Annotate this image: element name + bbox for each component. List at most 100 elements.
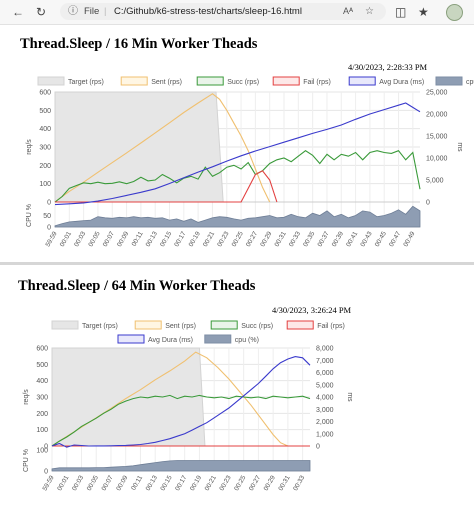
legend-item: Sent (rps) — [120, 76, 182, 86]
chart-2: Target (rps) Sent (rps) Succ (rps) Fail (rp… — [23, 320, 353, 492]
y-tick-label: 400 — [39, 126, 51, 133]
y-tick-label: 100 — [36, 427, 48, 434]
x-tick-label: 00:15 — [159, 230, 173, 248]
x-tick-label: 00:19 — [189, 474, 203, 492]
series-sent-line — [54, 93, 271, 203]
legend-item: Succ (rps) — [210, 320, 273, 330]
y-tick-label: 0 — [44, 444, 48, 451]
legend-label: Fail (rps) — [317, 323, 345, 330]
page-divider — [0, 262, 474, 265]
star-icon[interactable]: ☆ — [365, 6, 374, 17]
cpu-axis-label: CPU % — [26, 204, 33, 227]
legend-swatch — [134, 320, 162, 330]
legend-item: cpu (%) — [204, 334, 259, 344]
x-tick-label: 00:19 — [188, 230, 202, 248]
y2-tick-label: 1,000 — [316, 431, 334, 438]
x-tick-label: 00:09 — [116, 230, 130, 248]
y2-tick-label: 4,000 — [316, 395, 334, 402]
x-tick-label: 00:45 — [374, 230, 388, 248]
series-cpu-area — [51, 460, 311, 472]
series-avg-dura-line — [54, 102, 421, 206]
y2-tick-label: 0 — [426, 200, 430, 207]
x-tick-label: 00:09 — [115, 474, 129, 492]
legend-swatch — [286, 320, 314, 330]
x-tick-label: 00:07 — [102, 230, 116, 248]
series-cpu-area — [54, 205, 421, 228]
series-succ-line — [54, 150, 421, 203]
split-screen-icon[interactable]: ◫ — [395, 5, 407, 19]
y-tick-label: 500 — [36, 362, 48, 369]
x-tick-label: 00:29 — [263, 474, 277, 492]
x-tick-label: 00:05 — [87, 230, 101, 248]
y-axis-label: req/s — [23, 389, 30, 405]
favorites-icon[interactable]: ★ — [418, 5, 429, 19]
legend-label: Succ (rps) — [227, 79, 259, 86]
x-tick-label: 00:47 — [388, 230, 402, 248]
x-tick-label: 00:33 — [288, 230, 302, 248]
legend-label: Succ (rps) — [241, 323, 273, 330]
x-tick-label: 59:59 — [42, 474, 56, 492]
x-tick-label: 00:03 — [71, 474, 85, 492]
x-tick-label: 00:21 — [204, 474, 218, 492]
address-separator: | — [104, 6, 107, 17]
legend-item: cpu (%) — [435, 76, 474, 86]
url-text[interactable]: C:/Github/k6-stress-test/charts/sleep-16… — [114, 6, 302, 17]
file-label: File — [84, 6, 100, 17]
y2-tick-label: 15,000 — [426, 134, 448, 141]
legend-item: Avg Dura (ms) — [348, 76, 424, 86]
x-tick-label: 00:05 — [86, 474, 100, 492]
browser-toolbar: ← ↻ ⓘ File | C:/Github/k6-stress-test/ch… — [0, 0, 474, 25]
legend-item: Target (rps) — [51, 320, 118, 330]
y2-tick-label: 5,000 — [316, 382, 334, 389]
x-tick-label: 00:33 — [292, 474, 306, 492]
y2-tick-label: 0 — [316, 444, 320, 451]
legend-swatch — [51, 320, 79, 330]
legend-label: Fail (rps) — [303, 79, 331, 86]
x-tick-label: 00:11 — [131, 230, 145, 248]
y2-axis-label: ms — [456, 142, 463, 152]
chart-1-title: Thread.Sleep / 16 Min Worker Theads — [20, 36, 258, 52]
series-avg-dura-line — [51, 356, 311, 448]
legend-label: Sent (rps) — [165, 323, 196, 330]
legend-label: cpu (%) — [466, 79, 474, 86]
legend-item: Avg Dura (ms) — [117, 334, 193, 344]
address-bar[interactable]: ⓘ File | C:/Github/k6-stress-test/charts… — [60, 3, 386, 20]
y-tick-label: 200 — [36, 411, 48, 418]
chart-2-timestamp: 4/30/2023, 3:26:24 PM — [272, 305, 352, 315]
y2-tick-label: 7,000 — [316, 358, 334, 365]
info-icon[interactable]: ⓘ — [68, 6, 78, 17]
series-succ-line — [51, 394, 311, 447]
back-arrow-icon[interactable]: ← — [12, 5, 24, 19]
x-tick-label: 00:11 — [130, 474, 144, 492]
legend-swatch — [210, 320, 238, 330]
y-tick-label: 300 — [39, 145, 51, 152]
x-tick-label: 00:35 — [302, 230, 316, 248]
legend-item: Sent (rps) — [134, 320, 196, 330]
x-tick-label: 00:17 — [174, 474, 188, 492]
x-tick-label: 00:07 — [101, 474, 115, 492]
x-tick-label: 00:25 — [233, 474, 247, 492]
y2-tick-label: 3,000 — [316, 407, 334, 414]
y-tick-label: 200 — [39, 163, 51, 170]
chart-2-title: Thread.Sleep / 64 Min Worker Theads — [18, 278, 256, 294]
x-tick-label: 00:25 — [231, 230, 245, 248]
legend-label: Target (rps) — [82, 323, 118, 330]
x-tick-label: 00:01 — [56, 474, 70, 492]
y2-tick-label: 2,000 — [316, 419, 334, 426]
chart-1: Target (rps) Sent (rps) Succ (rps) Fail (rp… — [26, 76, 474, 248]
legend-swatch — [196, 76, 224, 86]
read-aloud-button[interactable]: Aᴬ — [343, 6, 354, 16]
avatar[interactable] — [446, 4, 463, 21]
refresh-icon[interactable]: ↻ — [36, 5, 47, 19]
y2-tick-label: 20,000 — [426, 112, 448, 119]
legend-item: Target (rps) — [37, 76, 104, 86]
legend-swatch — [435, 76, 463, 86]
y-tick-label: 300 — [36, 395, 48, 402]
x-tick-label: 00:37 — [316, 230, 330, 248]
x-tick-label: 00:29 — [259, 230, 273, 248]
y2-tick-label: 5,000 — [426, 178, 444, 185]
y-axis-label: req/s — [26, 139, 33, 155]
legend-swatch — [272, 76, 300, 86]
x-tick-label: 00:43 — [359, 230, 373, 248]
y-tick-label: 0 — [47, 200, 51, 207]
